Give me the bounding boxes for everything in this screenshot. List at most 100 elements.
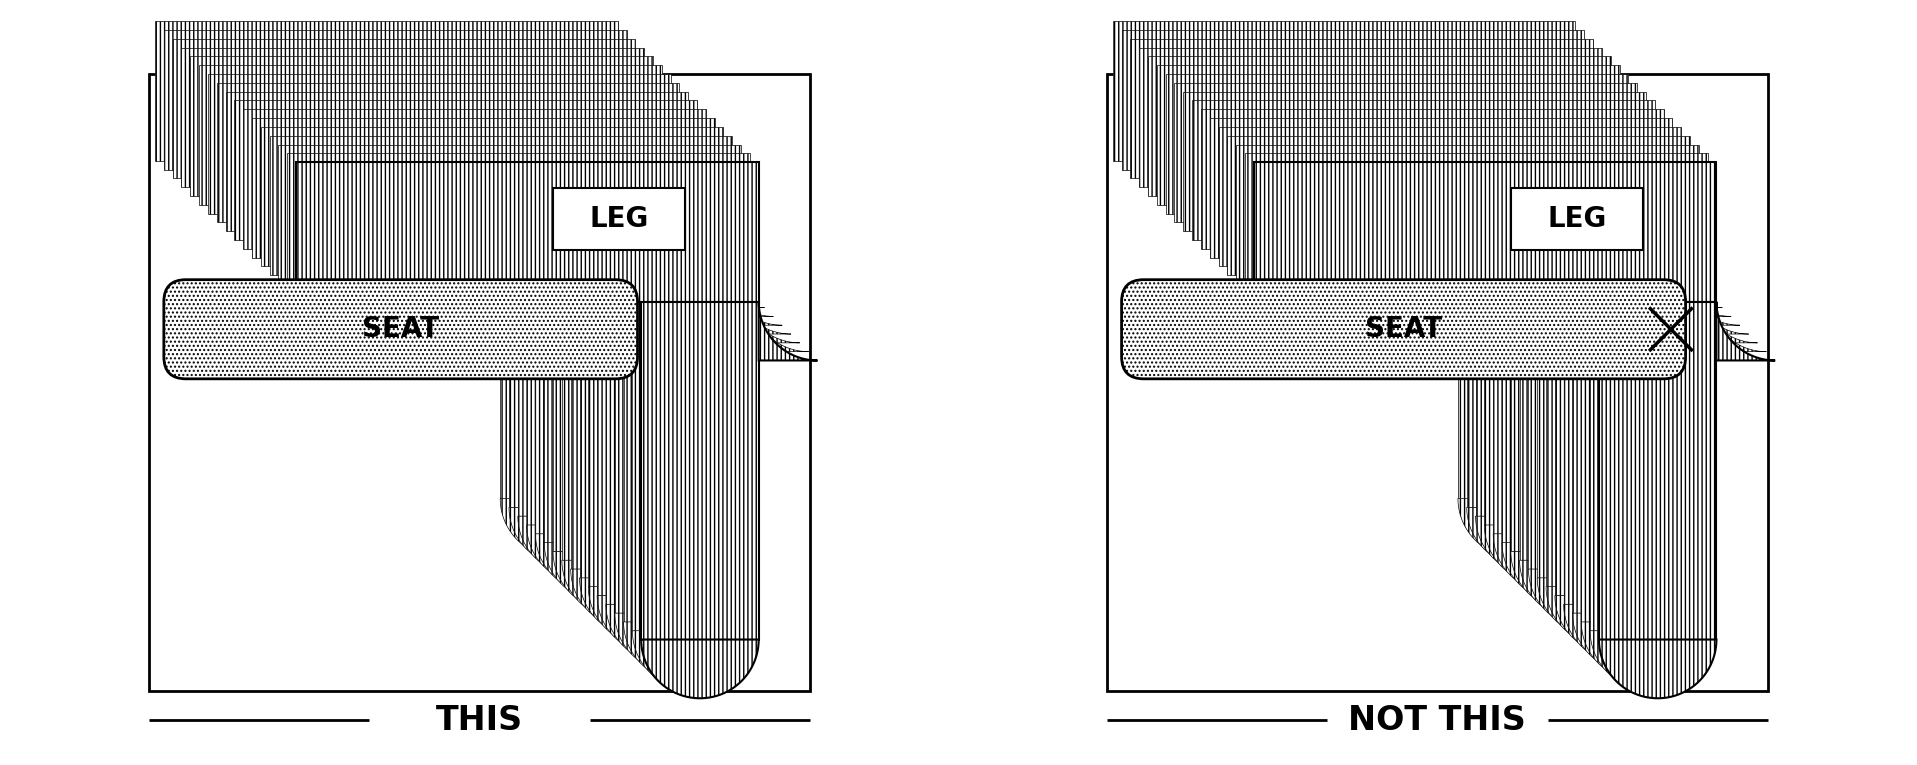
Polygon shape [661,205,721,263]
Polygon shape [1582,622,1698,681]
Polygon shape [1537,578,1654,636]
Bar [606,266,723,604]
Polygon shape [1503,542,1620,601]
Bar [155,21,617,161]
Polygon shape [554,552,671,610]
Bar [1582,284,1698,622]
Bar [1547,249,1664,587]
Bar [633,293,750,630]
Polygon shape [1647,231,1704,290]
Bar [615,275,732,613]
Polygon shape [671,213,728,272]
Bar [251,118,715,258]
Bar [1112,21,1576,161]
Bar [163,30,627,170]
Bar [1511,213,1628,552]
Bar [1511,188,1643,250]
Polygon shape [1708,293,1766,352]
Polygon shape [750,293,809,352]
Polygon shape [1459,499,1576,557]
Polygon shape [1716,301,1775,360]
Bar [234,100,698,240]
Polygon shape [715,258,773,317]
Text: LEG: LEG [1547,205,1606,233]
Polygon shape [1698,284,1758,343]
Polygon shape [698,240,755,299]
FancyBboxPatch shape [163,280,638,379]
Bar [640,301,759,640]
Bar [589,249,705,587]
Polygon shape [1691,275,1748,334]
Bar [226,92,688,231]
Polygon shape [644,187,704,246]
Polygon shape [1520,560,1637,619]
Bar [1131,39,1593,178]
Bar [1219,127,1681,266]
Polygon shape [1593,178,1652,237]
Polygon shape [510,507,627,566]
Polygon shape [1493,534,1610,593]
Polygon shape [1511,552,1628,610]
Bar [1520,223,1637,560]
Bar [295,162,759,301]
Bar [199,65,661,205]
Polygon shape [1564,604,1681,663]
Bar [1564,266,1681,604]
Polygon shape [635,178,694,237]
Polygon shape [1681,266,1741,325]
Bar [1476,178,1593,516]
Polygon shape [518,516,635,575]
Bar [500,161,617,499]
Bar [270,135,732,275]
Polygon shape [579,578,698,636]
Bar [288,153,750,293]
Text: SEAT: SEAT [1365,315,1442,343]
Bar [1106,74,1767,691]
Bar [1254,162,1716,301]
Bar [1244,153,1708,293]
Polygon shape [1572,613,1691,672]
Polygon shape [1583,170,1643,228]
Bar [1572,275,1691,613]
Text: LEG: LEG [590,205,648,233]
Polygon shape [688,231,748,290]
Polygon shape [1484,525,1603,584]
Text: NOT THIS: NOT THIS [1348,704,1526,737]
Bar [1467,170,1583,507]
Polygon shape [544,542,661,601]
Bar [596,258,715,595]
Polygon shape [1599,640,1716,698]
Polygon shape [1620,205,1677,263]
Bar [1183,92,1647,231]
Bar [527,187,644,525]
Bar [1589,293,1708,630]
Bar [1192,100,1654,240]
Bar [1459,161,1576,499]
Polygon shape [535,534,654,593]
Bar [1139,47,1603,187]
Bar [1156,65,1620,205]
Polygon shape [723,266,782,325]
Bar [544,205,661,542]
Bar [510,170,627,507]
Bar [1166,74,1628,213]
Polygon shape [627,170,684,228]
Bar [1227,135,1691,275]
Bar [190,57,654,196]
Bar [207,74,671,213]
Polygon shape [571,569,688,628]
Polygon shape [1555,595,1672,654]
Bar [623,284,742,622]
Bar [1148,57,1610,196]
Polygon shape [1610,196,1670,255]
Polygon shape [742,284,799,343]
Polygon shape [1637,223,1697,282]
Bar [243,109,705,249]
Bar [1121,30,1583,170]
Polygon shape [596,595,715,654]
Polygon shape [527,525,644,584]
Polygon shape [623,622,742,681]
Bar [173,39,635,178]
Polygon shape [606,604,723,663]
Polygon shape [1467,507,1583,566]
